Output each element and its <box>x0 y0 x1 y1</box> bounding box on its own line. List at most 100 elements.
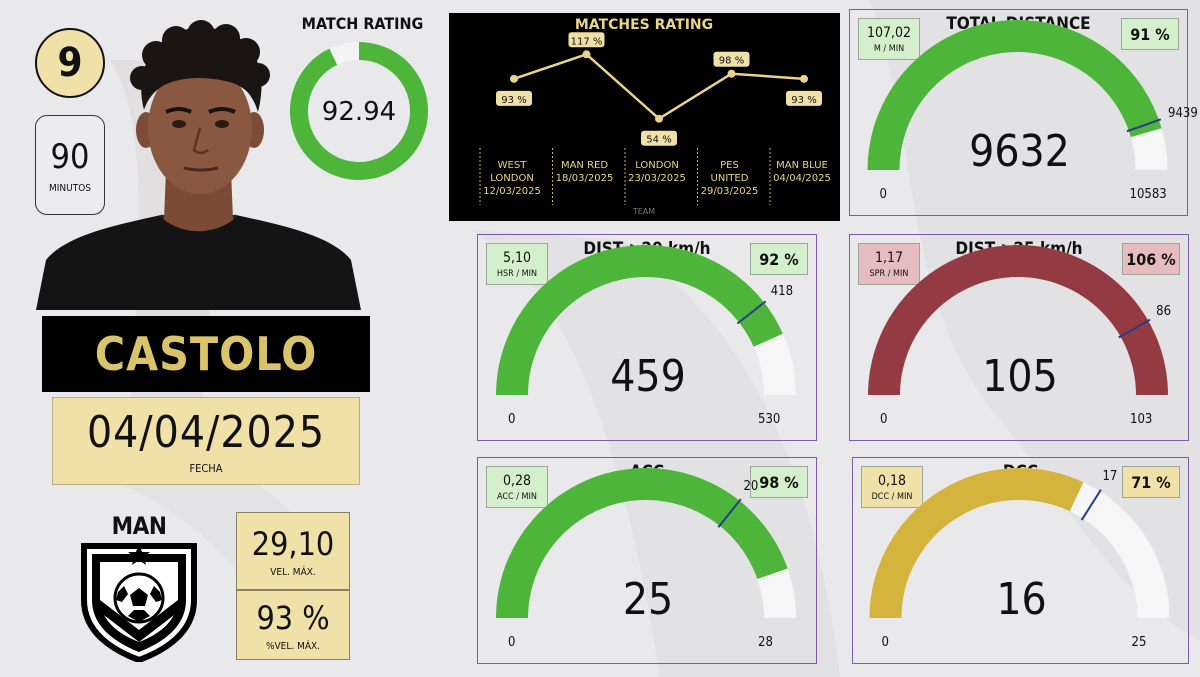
gauge-value: 16 <box>996 574 1047 625</box>
team-crest-icon <box>81 543 197 662</box>
pct-max-speed-box: 93 % %VEL. MÁX. <box>236 590 350 660</box>
matches-rating-panel: MATCHES RATING 93 % 117 % 54 % 98 % 93 % WES… <box>449 13 843 221</box>
player-name: CASTOLO <box>94 327 318 381</box>
gauge-value: 459 <box>610 351 686 402</box>
matches-rating-line-segment <box>731 72 805 81</box>
match-rating-value: 92.94 <box>322 97 396 127</box>
matches-rating-line-segment <box>585 53 660 120</box>
matches-rating-team-label: UNITED <box>711 173 749 184</box>
gauge-rate-unit: SPR / MIN <box>869 268 909 279</box>
max-speed-label: VEL. MÁX. <box>270 566 316 578</box>
match-date: 04/04/2025 <box>86 407 326 458</box>
gauge-card: DCC 0,18 DCC / MIN 71 % 17 16 0 25 <box>852 457 1189 664</box>
gauge-rate-badge: 5,10 HSR / MIN <box>486 243 548 285</box>
gauge-value: 105 <box>982 351 1058 402</box>
matches-rating-point <box>582 50 591 59</box>
gauge-rate-value: 107,02 <box>866 24 912 41</box>
gauge-target-marker <box>717 498 742 528</box>
matches-rating-date-label: 23/03/2025 <box>628 173 686 184</box>
gauge-rate-unit: ACC / MIN <box>497 491 537 502</box>
matches-rating-line-segment <box>658 72 733 120</box>
date-box: 04/04/2025 FECHA <box>52 397 360 485</box>
gauge-rate-value: 0,18 <box>877 472 907 489</box>
gauge-rate-badge: 0,18 DCC / MIN <box>861 466 923 508</box>
svg-text:98 %: 98 % <box>719 56 744 67</box>
gauge-target-marker <box>736 300 767 325</box>
gauge-percent-badge: 91 % <box>1121 18 1179 50</box>
matches-rating-point <box>727 69 736 78</box>
matches-rating-chart: MATCHES RATING 93 % 117 % 54 % 98 % 93 % WES… <box>479 17 843 216</box>
date-label: FECHA <box>189 462 223 475</box>
gauge-min-label: 0 <box>880 412 888 427</box>
gauge-card: TOTAL DISTANCE 107,02 M / MIN 91 % 9439 9632 0… <box>849 9 1198 216</box>
matches-rating-team-label: MAN BLUE <box>776 160 828 171</box>
matches-rating-team-label: LONDON <box>635 160 679 171</box>
gauge-rate-value: 0,28 <box>502 472 532 489</box>
gauge-rate-unit: M / MIN <box>873 43 905 54</box>
gauge-max-label: 103 <box>1130 412 1153 427</box>
match-rating-title: MATCH RATING <box>301 14 424 33</box>
gauge-target-label: 20 <box>743 479 759 495</box>
gauge-rate-badge: 0,28 ACC / MIN <box>486 466 548 508</box>
gauge-max-label: 25 <box>1131 635 1147 650</box>
gauge-chart <box>496 245 796 396</box>
svg-text:93 %: 93 % <box>791 95 816 106</box>
gauge-rate-unit: DCC / MIN <box>871 491 913 502</box>
matches-rating-point <box>510 74 518 83</box>
match-rating-ring: 92.94 <box>290 42 428 180</box>
match-rating-arc <box>290 42 428 180</box>
matches-rating-team-label: WEST <box>498 160 528 171</box>
gauge-target-marker <box>1080 489 1102 521</box>
gauge-target-label: 17 <box>1102 468 1118 484</box>
gauge-target-marker <box>1126 118 1162 133</box>
gauge-rate-badge: 1,17 SPR / MIN <box>858 243 920 285</box>
pct-max-speed-value: 93 % <box>256 598 330 637</box>
matches-rating-date-label: 04/04/2025 <box>773 173 831 184</box>
minutes-value: 90 <box>50 136 90 177</box>
minutes-label: MINUTOS <box>48 182 92 194</box>
matches-rating-data-label: 93 % <box>786 90 822 106</box>
svg-text:54 %: 54 % <box>646 135 671 146</box>
gauge-max-label: 10583 <box>1129 187 1167 202</box>
gauge-value: 25 <box>622 574 674 625</box>
matches-rating-xlabel: TEAM <box>632 207 655 216</box>
gauge-value: 9632 <box>969 126 1070 177</box>
player-number-badge: 9 <box>35 28 105 98</box>
player-number: 9 <box>57 40 83 86</box>
gauge-percent-badge: 92 % <box>750 243 808 275</box>
svg-text:117 %: 117 % <box>571 36 603 47</box>
gauge-fill <box>869 468 1084 619</box>
matches-rating-date-label: 12/03/2025 <box>483 186 541 197</box>
gauge-percent-badge: 98 % <box>750 466 808 498</box>
gauge-card: DIST >20 km/h 5,10 HSR / MIN 92 % 418 459 0 530 <box>477 234 817 441</box>
gauge-card: ACC 0,28 ACC / MIN 98 % 20 25 0 28 <box>477 457 817 664</box>
gauge-chart <box>869 468 1170 619</box>
gauge-target-marker <box>1118 318 1151 339</box>
max-speed-value: 29,10 <box>251 524 335 563</box>
gauge-percent-badge: 71 % <box>1122 466 1180 498</box>
gauge-min-label: 0 <box>508 635 516 650</box>
gauge-card: DIST >25 km/h 1,17 SPR / MIN 106 % 86 105 0 103 <box>849 234 1189 441</box>
matches-rating-team-label: MAN RED <box>561 160 608 171</box>
gauge-fill <box>868 245 1168 396</box>
matches-rating-date-label: 29/03/2025 <box>701 186 759 197</box>
max-speed-box: 29,10 VEL. MÁX. <box>236 512 350 590</box>
minutes-box: 90 MINUTOS <box>35 115 105 215</box>
matches-rating-data-label: 93 % <box>496 90 532 106</box>
gauge-percent-badge: 106 % <box>1122 243 1180 275</box>
gauge-chart <box>868 245 1168 396</box>
gauge-target-label: 9439 <box>1168 105 1198 121</box>
matches-rating-team-label: LONDON <box>490 173 534 184</box>
matches-rating-team-label: PES <box>720 160 739 171</box>
gauge-max-label: 530 <box>758 412 781 427</box>
matches-rating-data-label: 98 % <box>713 51 750 67</box>
gauge-rate-badge: 107,02 M / MIN <box>858 18 920 60</box>
gauge-target-label: 418 <box>770 283 794 299</box>
svg-text:93 %: 93 % <box>501 95 526 106</box>
matches-rating-title: MATCHES RATING <box>575 17 713 33</box>
gauge-fill <box>496 245 783 396</box>
gauge-fill <box>867 20 1162 171</box>
gauge-rate-value: 1,17 <box>874 249 904 266</box>
gauge-min-label: 0 <box>879 187 887 202</box>
matches-rating-data-label: 54 % <box>641 130 677 146</box>
